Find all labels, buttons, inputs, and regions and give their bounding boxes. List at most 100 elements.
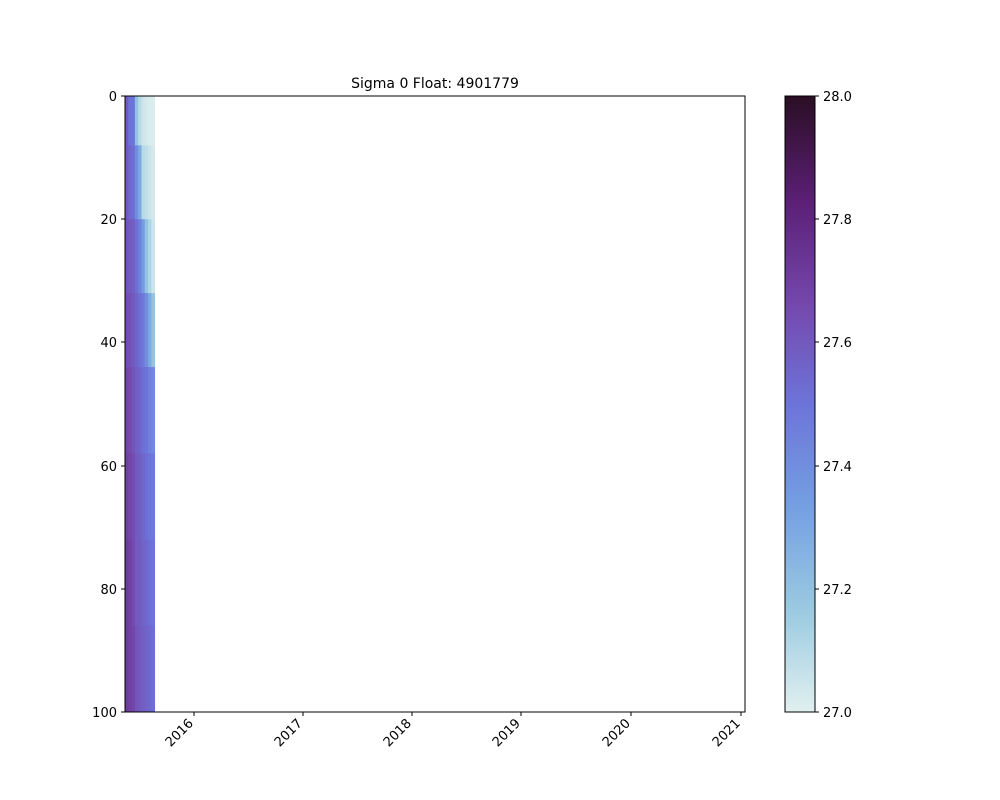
heatmap-cell-p0-d7	[125, 625, 129, 713]
colorbar-tick-27-4: 27.4	[815, 460, 852, 475]
heatmap-cell-p5-d7	[141, 625, 146, 713]
heatmap-cell-p2-d2	[131, 219, 136, 294]
y-tick-100: 100	[92, 706, 125, 721]
x-axis: 2016 2017 2018 2019 2020 2021	[163, 712, 744, 750]
heatmap-cell-p7-d7	[148, 625, 152, 713]
heatmap-cell-p7-d3	[148, 293, 152, 368]
heatmap-cell-p7-d0	[148, 96, 152, 146]
heatmap-cell-p4-d1	[138, 145, 142, 220]
heatmap-cell-p3-d6	[134, 539, 139, 627]
heatmap-cell-p8-d0	[151, 96, 156, 146]
colorbar-tick-27-0: 27.0	[815, 706, 852, 721]
heatmap-cell-p5-d2	[141, 219, 146, 294]
heatmap-cell-p5-d4	[141, 367, 146, 454]
heatmap-cell-p6-d4	[144, 367, 149, 454]
y-tick-label-80: 80	[100, 583, 117, 598]
heatmap-cell-p0-d0	[125, 96, 129, 146]
heatmap-cell-p3-d1	[134, 145, 139, 220]
heatmap-cell-p1-d7	[128, 625, 132, 713]
heatmap-cell-p0-d3	[125, 293, 129, 368]
x-tick-2019: 2019	[490, 712, 524, 750]
y-tick-80: 80	[100, 583, 125, 598]
heatmap-cell-p4-d6	[138, 539, 142, 627]
heatmap-cell-p3-d4	[134, 367, 139, 454]
y-tick-label-40: 40	[100, 336, 117, 351]
heatmap-cell-p1-d5	[128, 453, 132, 540]
heatmap-cell-p4-d0	[138, 96, 142, 146]
heatmap-cell-p2-d7	[131, 625, 136, 713]
heatmap-cell-p0-d6	[125, 539, 129, 627]
heatmap-cell-p2-d3	[131, 293, 136, 368]
heatmap-cell-p5-d6	[141, 539, 146, 627]
heatmap-cell-p3-d7	[134, 625, 139, 713]
heatmap-cell-p1-d6	[128, 539, 132, 627]
heatmap-cell-p4-d5	[138, 453, 142, 540]
heatmap-cell-p0-d2	[125, 219, 129, 294]
x-tick-label-2018: 2018	[381, 716, 415, 750]
colorbar-tick-27-6: 27.6	[815, 336, 852, 351]
colorbar-tick-27-8: 27.8	[815, 213, 852, 228]
y-tick-0: 0	[109, 90, 125, 105]
heatmap-cell-p6-d2	[144, 219, 149, 294]
chart-title: Sigma 0 Float: 4901779	[351, 76, 519, 92]
heatmap-cell-p2-d4	[131, 367, 136, 454]
x-tick-2021: 2021	[710, 712, 744, 750]
y-tick-label-20: 20	[100, 213, 117, 228]
y-axis: 0 20 40 60 80 100	[92, 90, 125, 721]
heatmap-cell-p8-d5	[151, 453, 156, 540]
heatmap-cell-p2-d6	[131, 539, 136, 627]
colorbar-tick-label-27-8: 27.8	[823, 213, 852, 228]
heatmap-cell-p6-d0	[144, 96, 149, 146]
heatmap-cell-p2-d5	[131, 453, 136, 540]
heatmap-cell-p8-d6	[151, 539, 156, 627]
heatmap-cell-p4-d7	[138, 625, 142, 713]
y-tick-60: 60	[100, 460, 125, 475]
heatmap-cell-p8-d1	[151, 145, 156, 220]
y-tick-label-100: 100	[92, 706, 117, 721]
heatmap-cell-p1-d4	[128, 367, 132, 454]
heatmap-cell-p6-d6	[144, 539, 149, 627]
x-tick-label-2021: 2021	[710, 716, 744, 750]
heatmap-cell-p6-d7	[144, 625, 149, 713]
heatmap-cell-p5-d5	[141, 453, 146, 540]
heatmap-cell-p2-d1	[131, 145, 136, 220]
heatmap-cell-p4-d2	[138, 219, 142, 294]
x-tick-label-2016: 2016	[163, 716, 197, 750]
x-tick-2016: 2016	[163, 712, 197, 750]
heatmap-cell-p7-d5	[148, 453, 152, 540]
colorbar-tick-label-28-0: 28.0	[823, 90, 852, 105]
colorbar-tick-27-2: 27.2	[815, 583, 852, 598]
heatmap-cell-p5-d3	[141, 293, 146, 368]
heatmap-cell-p1-d0	[128, 96, 132, 146]
heatmap-cell-p7-d4	[148, 367, 152, 454]
heatmap-cell-p4-d4	[138, 367, 142, 454]
heatmap-cell-p6-d5	[144, 453, 149, 540]
heatmap-cell-p5-d0	[141, 96, 146, 146]
heatmap-cell-p8-d3	[151, 293, 156, 368]
colorbar-tick-28-0: 28.0	[815, 90, 852, 105]
x-tick-label-2019: 2019	[490, 716, 524, 750]
heatmap-cell-p5-d1	[141, 145, 146, 220]
colorbar: 27.0 27.2 27.4 27.6 27.8 28.0	[784, 90, 852, 721]
heatmap-cell-p2-d0	[131, 96, 136, 146]
x-tick-label-2017: 2017	[272, 716, 306, 750]
colorbar-tick-label-27-0: 27.0	[823, 706, 852, 721]
heatmap-cell-p8-d4	[151, 367, 156, 454]
heatmap-cell-p8-d2	[151, 219, 156, 294]
heatmap-cell-p1-d1	[128, 145, 132, 220]
heatmap-cell-p8-d7	[151, 625, 156, 713]
colorbar-tick-label-27-6: 27.6	[823, 336, 852, 351]
y-tick-label-0: 0	[109, 90, 117, 105]
heatmap-cell-p3-d0	[134, 96, 139, 146]
y-tick-label-60: 60	[100, 460, 117, 475]
plot-frame	[124, 95, 746, 713]
heatmap-cell-p4-d3	[138, 293, 142, 368]
heatmap-cell-p1-d2	[128, 219, 132, 294]
y-tick-40: 40	[100, 336, 125, 351]
colorbar-tick-label-27-2: 27.2	[823, 583, 852, 598]
heatmap-cell-p6-d3	[144, 293, 149, 368]
colorbar-tick-label-27-4: 27.4	[823, 460, 852, 475]
heatmap-cell-p1-d3	[128, 293, 132, 368]
heatmap-cell-p6-d1	[144, 145, 149, 220]
